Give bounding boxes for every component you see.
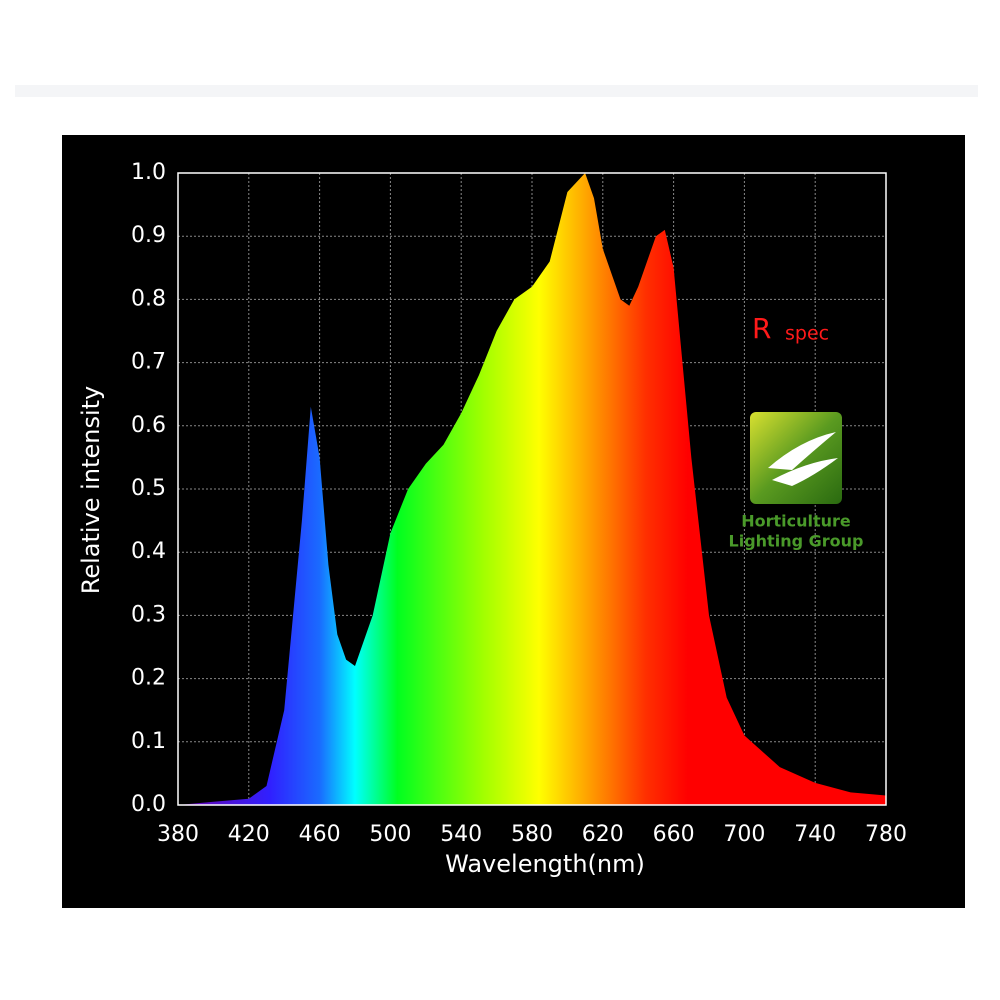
x-tick-label: 380 <box>157 822 199 847</box>
logo-text: Horticulture <box>741 512 851 531</box>
y-tick-label: 0.4 <box>131 539 166 564</box>
x-tick-label: 580 <box>511 822 553 847</box>
spectrum-area <box>178 173 886 805</box>
plot-area <box>178 173 886 805</box>
x-tick-label: 420 <box>228 822 270 847</box>
x-tick-label: 620 <box>582 822 624 847</box>
y-tick-label: 0.3 <box>131 602 166 627</box>
y-tick-label: 0.6 <box>131 413 166 438</box>
y-tick-label: 0.9 <box>131 223 166 248</box>
annotation-sub: spec <box>785 323 829 345</box>
y-tick-label: 0.5 <box>131 476 166 501</box>
x-tick-label: 660 <box>653 822 695 847</box>
x-tick-label: 700 <box>723 822 765 847</box>
x-tick-label: 540 <box>440 822 482 847</box>
y-tick-label: 1.0 <box>131 160 166 185</box>
x-tick-label: 740 <box>794 822 836 847</box>
logo-text: Lighting Group <box>729 532 864 551</box>
annotation-main: R <box>752 312 771 345</box>
labels: 0.0 0.1 0.2 0.3 0.4 0.5 0.6 0.7 0.8 0.9 1.0 380 420 4… <box>131 160 907 847</box>
x-axis-label: Wavelength(nm) <box>445 850 645 878</box>
x-tick-label: 460 <box>299 822 341 847</box>
plot-frame <box>177 172 887 806</box>
x-tick-label: 780 <box>865 822 907 847</box>
y-axis-label: Relative intensity <box>77 386 105 594</box>
logo-leaves <box>768 432 838 486</box>
x-tick-label: 500 <box>369 822 411 847</box>
y-tick-label: 0.1 <box>131 729 166 754</box>
y-tick-label: 0.0 <box>131 792 166 817</box>
y-tick-label: 0.2 <box>131 666 166 691</box>
top-band <box>15 85 978 97</box>
y-tick-label: 0.7 <box>131 350 166 375</box>
y-tick-label: 0.8 <box>131 286 166 311</box>
